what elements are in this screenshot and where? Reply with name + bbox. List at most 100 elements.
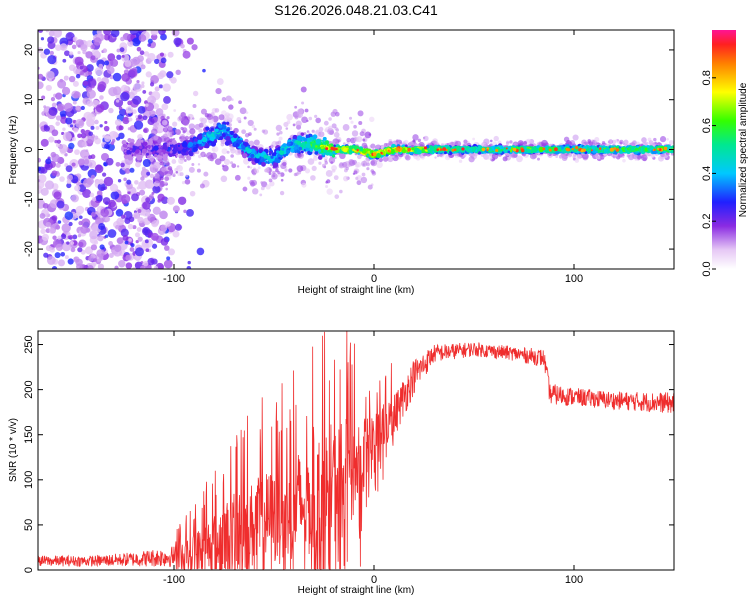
noise-speckle [141,226,151,236]
noise-speckle [51,170,58,177]
noise-speckle [93,262,97,266]
halo-speckle [371,171,377,176]
ridge-blob [205,126,210,131]
noise-speckle [202,68,206,73]
y-tick-label: -10 [23,191,35,207]
halo-speckle [621,155,625,158]
ridge-blob [153,145,159,151]
ridge-blob [300,150,304,154]
noise-speckle [93,240,99,245]
halo-speckle [268,178,273,183]
noise-speckle [70,194,79,203]
ridge-blob [348,145,354,150]
ridge-blob [309,134,313,137]
halo-speckle [172,172,176,176]
noise-speckle [57,220,62,224]
noise-speckle [134,247,144,257]
halo-speckle [335,111,340,117]
ridge-blob [261,161,266,167]
noise-speckle [104,60,110,66]
ridge-blob [538,146,544,153]
halo-speckle [160,115,165,121]
ridge-peak [398,149,401,152]
halo-speckle [463,139,468,144]
noise-speckle [45,164,51,169]
noise-speckle [47,36,55,44]
ridge-blob [153,135,159,141]
halo-speckle [342,124,350,131]
noise-speckle [94,67,104,76]
halo-speckle [159,160,164,166]
noise-speckle [115,99,120,103]
ridge-blob [608,146,611,149]
noise-speckle [105,134,111,140]
noise-speckle [80,105,85,111]
noise-speckle [160,57,167,64]
halo-speckle [641,154,648,162]
noise-speckle [40,138,49,147]
ridge-blob [268,145,272,149]
ridge-blob [296,140,302,145]
noise-speckle [150,30,159,36]
halo-speckle [242,158,250,165]
halo-speckle [216,78,224,85]
halo-speckle [253,139,260,146]
noise-speckle [170,77,177,84]
noise-speckle [82,80,89,87]
halo-speckle [574,158,580,163]
ridge-blob [255,154,260,159]
halo-speckle [387,155,394,163]
halo-speckle [659,136,667,143]
ridge-blob [322,136,327,141]
ridge-blob [129,147,133,151]
halo-speckle [325,185,329,189]
ridge-blob [281,147,285,151]
noise-speckle [108,135,113,140]
noise-speckle [105,157,114,166]
noise-speckle [40,228,46,234]
noise-speckle [108,253,114,259]
ridge-blob [309,136,314,141]
noise-speckle [94,119,99,125]
ridge-peak [442,147,447,152]
halo-speckle [666,138,669,141]
halo-speckle [248,133,251,137]
ridge-peak [407,147,412,152]
noise-speckle [66,241,70,245]
ridge-blob [126,144,130,148]
halo-speckle [395,139,399,143]
noise-speckle [118,108,127,116]
noise-speckle [147,117,155,126]
noise-speckle [66,182,72,189]
ridge-blob [174,147,178,151]
halo-speckle [509,140,513,144]
noise-speckle [86,64,94,72]
noise-speckle [81,141,88,148]
noise-speckle [99,95,104,100]
halo-speckle [192,104,197,109]
ridge-peak [325,147,329,151]
halo-speckle [667,152,670,156]
halo-speckle [357,154,362,160]
ridge-peak [590,149,593,152]
ridge-blob [569,145,572,148]
noise-speckle [59,176,65,182]
halo-speckle [200,108,207,115]
ridge-blob [508,146,512,150]
noise-speckle [136,186,140,190]
noise-speckle [129,41,134,45]
halo-speckle [304,168,311,174]
halo-speckle [619,139,624,145]
noise-speckle [53,191,62,200]
halo-speckle [181,181,186,185]
halo-speckle [236,117,242,122]
halo-speckle [184,135,189,140]
noise-speckle [140,176,145,181]
noise-speckle [51,102,57,108]
ridge-blob [333,150,336,153]
noise-speckle [57,79,67,89]
noise-speckle [38,81,44,90]
noise-speckle [44,108,49,113]
halo-speckle [331,165,337,171]
noise-speckle [54,139,58,144]
